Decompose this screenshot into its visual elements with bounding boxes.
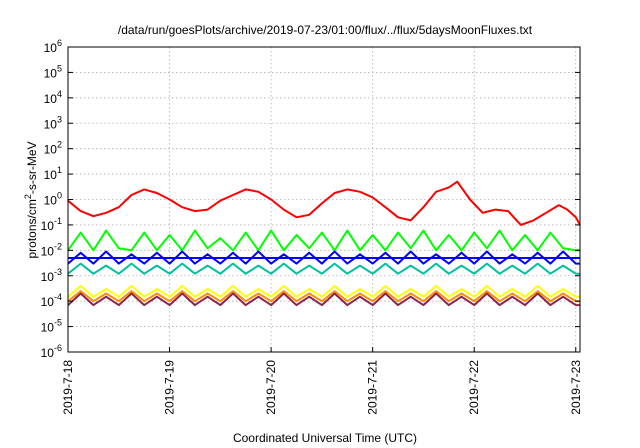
y-tick-label: 103: [44, 114, 62, 131]
y-tick-label: 104: [44, 89, 62, 106]
y-axis-label-sup: 2: [23, 194, 33, 199]
chart-title: /data/run/goesPlots/archive/2019-07-23/0…: [118, 23, 533, 37]
series-line-8: [67, 292, 580, 307]
x-tick-label: 2019-7-21: [366, 360, 380, 415]
y-tick-label: 10-2: [41, 241, 62, 258]
grid: [67, 46, 580, 353]
series-group: [67, 180, 581, 307]
x-tick-label: 2019-7-18: [61, 360, 75, 415]
y-tick-label: 10-6: [41, 343, 62, 360]
y-tick-label: 105: [44, 63, 62, 80]
y-tick-label: 10-1: [41, 216, 62, 233]
x-tick-label: 2019-7-19: [163, 360, 177, 415]
y-tick-label: 102: [44, 140, 62, 157]
y-axis-label: protons/cm2-s-sr-MeV: [23, 141, 39, 258]
x-axis-label: Coordinated Universal Time (UTC): [233, 431, 417, 445]
y-tick-label: 101: [44, 165, 62, 182]
y-axis-label-prefix: protons/cm: [25, 199, 39, 258]
y-tick-label: 100: [44, 191, 62, 208]
y-tick-label: 106: [44, 38, 62, 55]
x-tick-label: 2019-7-23: [569, 360, 583, 415]
series-line-5: [67, 262, 580, 275]
y-axis-ticks: 10-6 10-5 10-4 10-3 10-2 10-1 100 101 102 103 104 1…: [41, 38, 580, 360]
series-line-6: [67, 284, 580, 298]
series-line-7: [67, 290, 580, 303]
y-tick-label: 10-5: [41, 318, 62, 335]
series-line-2: [67, 229, 580, 252]
y-tick-label: 10-3: [41, 267, 62, 284]
x-axis-ticks: 2019-7-18 2019-7-19 2019-7-20 2019-7-21 2019…: [61, 347, 583, 415]
y-axis-label-suffix: -s-sr-MeV: [25, 141, 39, 194]
y-tick-label: 10-4: [41, 292, 62, 309]
series-line-1: [67, 180, 581, 226]
x-tick-label: 2019-7-20: [264, 360, 278, 415]
x-tick-label: 2019-7-22: [467, 360, 481, 415]
